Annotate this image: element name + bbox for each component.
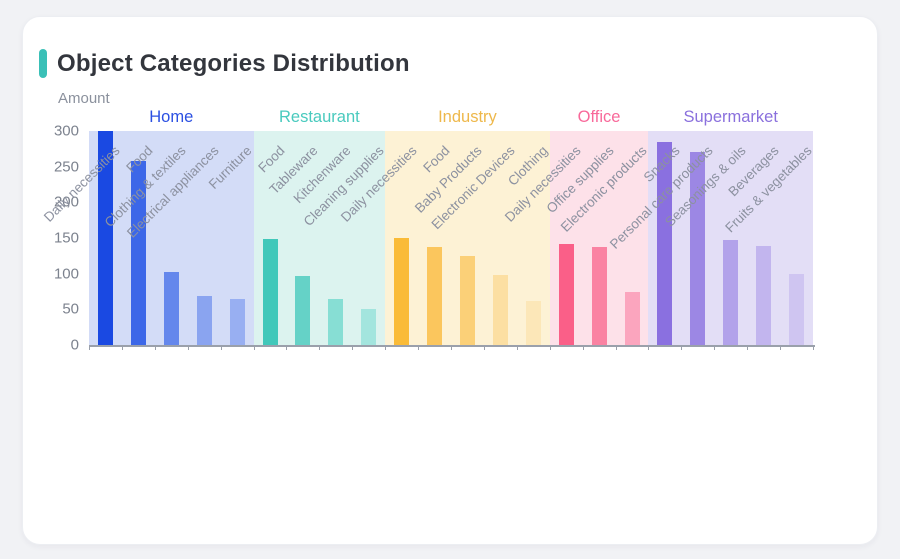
group-header-industry: Industry [438, 108, 497, 126]
x-axis-tick [385, 345, 387, 350]
x-axis-tick [681, 345, 683, 350]
x-axis-tick [319, 345, 321, 350]
y-axis-tick-label: 200 [53, 193, 79, 211]
group-header-office: Office [577, 108, 621, 126]
y-axis-tick-label: 250 [53, 158, 79, 176]
x-axis-tick [253, 345, 255, 350]
y-axis-name: Amount [58, 90, 110, 107]
bar[interactable] [591, 246, 607, 345]
bar[interactable] [328, 298, 344, 345]
bar[interactable] [459, 255, 475, 345]
bar[interactable] [657, 142, 673, 345]
bar[interactable] [262, 239, 278, 345]
x-axis-tick [286, 345, 288, 350]
y-axis-tick-label: 100 [53, 265, 79, 283]
x-axis-tick [121, 345, 123, 350]
chart-title: Object Categories Distribution [57, 49, 410, 77]
y-axis-tick-label: 50 [62, 300, 79, 318]
bar[interactable] [97, 131, 113, 345]
title-row: Object Categories Distribution [39, 49, 410, 78]
bar[interactable] [361, 308, 377, 345]
bar[interactable] [229, 299, 245, 345]
group-header-supermarket: Supermarket [683, 108, 778, 126]
group-header-restaurant: Restaurant [279, 108, 360, 126]
bar[interactable] [196, 295, 212, 345]
x-axis-tick [89, 345, 90, 350]
x-axis-tick [187, 345, 189, 350]
bar[interactable] [723, 240, 739, 345]
bar[interactable] [492, 275, 508, 345]
bar[interactable] [789, 273, 805, 345]
bar[interactable] [427, 246, 443, 345]
x-axis-tick [516, 345, 518, 350]
bar[interactable] [558, 244, 574, 345]
chart-card: Object Categories Distribution Amount 0 5… [22, 16, 878, 545]
bar[interactable] [163, 272, 179, 345]
bar[interactable] [295, 275, 311, 345]
x-axis-tick [154, 345, 156, 350]
x-axis-tick [352, 345, 354, 350]
x-axis-tick [714, 345, 716, 350]
bar[interactable] [690, 152, 706, 345]
y-axis-tick-label: 0 [70, 336, 79, 354]
plot-area: 0 50 100 150 200 250 300 Home Daily necessities F… [41, 108, 815, 354]
x-axis-tick [483, 345, 485, 350]
y-axis-tick-label: 300 [53, 122, 79, 140]
x-axis-tick [582, 345, 584, 350]
bar[interactable] [130, 160, 146, 345]
bar[interactable] [525, 300, 541, 345]
x-axis-tick [220, 345, 222, 350]
x-axis-tick [549, 345, 551, 350]
x-axis-line [89, 345, 815, 347]
group-header-home: Home [149, 108, 194, 126]
x-axis-tick [648, 345, 650, 350]
x-axis-tick [780, 345, 782, 350]
x-axis-tick [813, 345, 814, 350]
x-axis-tick [615, 345, 617, 350]
x-axis-tick [418, 345, 420, 350]
x-axis-tick [451, 345, 452, 350]
bar[interactable] [624, 292, 640, 345]
bar[interactable] [394, 238, 410, 345]
bar[interactable] [756, 245, 772, 345]
y-axis-tick-label: 150 [53, 229, 79, 247]
x-axis-tick [747, 345, 749, 350]
title-accent-bar [39, 49, 47, 78]
